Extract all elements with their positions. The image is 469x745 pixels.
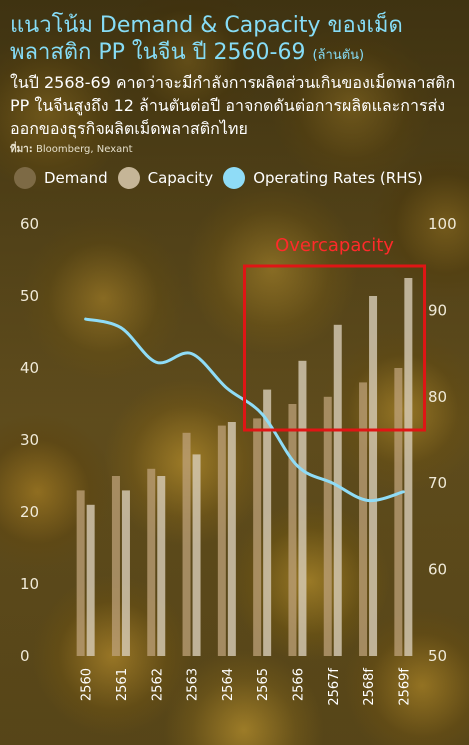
- overcapacity-label: Overcapacity: [275, 235, 394, 256]
- chart-subtitle: ในปี 2568-69 คาดว่าจะมีกำลังการผลิตส่วนเ…: [10, 73, 456, 138]
- bar-demand: [182, 432, 191, 656]
- source-note: ที่มา: Bloomberg, Nexant: [10, 142, 133, 157]
- x-tick-label: 2562: [150, 668, 165, 701]
- y-right-tick-label: 80: [428, 388, 447, 406]
- chart-title-unit: (ล้านตัน): [312, 48, 365, 63]
- bar-capacity: [86, 504, 95, 656]
- y-left-tick-label: 40: [20, 359, 39, 377]
- x-tick-label: 2564: [221, 668, 236, 701]
- y-left-tick-label: 10: [20, 575, 39, 593]
- bar-capacity: [227, 422, 236, 656]
- x-tick-label: 2569f: [397, 668, 412, 706]
- y-left-tick-label: 0: [20, 647, 30, 665]
- y-right-tick-label: 100: [428, 215, 457, 233]
- bar-demand: [288, 404, 297, 656]
- x-tick-label: 2568f: [362, 668, 377, 706]
- bar-capacity: [404, 278, 413, 656]
- legend-swatch-demand: [14, 167, 36, 189]
- legend-item-operating-rates: Operating Rates (RHS): [223, 167, 423, 189]
- bar-capacity: [192, 454, 201, 656]
- chart-title-text: แนวโน้ม Demand & Capacity ของเม็ดพลาสติก…: [10, 13, 403, 65]
- bar-demand: [253, 418, 262, 656]
- x-tick-label: 2566: [291, 668, 306, 701]
- y-left-tick-label: 30: [20, 431, 39, 449]
- y-left-tick-label: 50: [20, 287, 39, 305]
- y-left-tick-label: 60: [20, 215, 39, 233]
- x-tick-label: 2561: [115, 668, 130, 701]
- y-right-tick-label: 60: [428, 561, 447, 579]
- bar-demand: [111, 476, 120, 656]
- bar-capacity: [369, 296, 378, 656]
- x-tick-label: 2565: [256, 668, 271, 701]
- bar-demand: [323, 396, 332, 656]
- x-tick-label: 2560: [80, 668, 95, 701]
- bar-demand: [217, 425, 226, 656]
- x-tick-label: 2563: [186, 668, 201, 701]
- bar-capacity: [157, 476, 166, 656]
- y-right-tick-label: 70: [428, 474, 447, 492]
- legend-item-capacity: Capacity: [117, 167, 214, 189]
- legend-label-operating-rates: Operating Rates (RHS): [253, 169, 423, 187]
- legend-swatch-capacity: [117, 167, 140, 189]
- bar-capacity: [121, 490, 130, 656]
- bar-demand: [359, 382, 368, 656]
- bar-demand: [394, 368, 403, 656]
- chart-legend: Demand Capacity Operating Rates (RHS): [14, 165, 433, 191]
- bar-capacity: [298, 360, 307, 656]
- bar-capacity: [333, 324, 342, 656]
- chart-title: แนวโน้ม Demand & Capacity ของเม็ดพลาสติก…: [10, 12, 465, 69]
- x-tick-label: 2567f: [327, 668, 342, 706]
- legend-swatch-operating-rates: [223, 167, 246, 189]
- overcapacity-box: [243, 264, 427, 432]
- source-label: ที่มา:: [10, 144, 33, 155]
- bar-demand: [76, 490, 85, 656]
- legend-label-capacity: Capacity: [147, 169, 214, 187]
- legend-label-demand: Demand: [44, 169, 108, 187]
- legend-item-demand: Demand: [14, 167, 108, 189]
- bar-capacity: [263, 389, 272, 656]
- source-text: Bloomberg, Nexant: [36, 144, 133, 155]
- bar-demand: [147, 468, 156, 656]
- y-right-tick-label: 90: [428, 301, 447, 319]
- y-left-tick-label: 20: [20, 503, 39, 521]
- y-right-tick-label: 50: [428, 647, 447, 665]
